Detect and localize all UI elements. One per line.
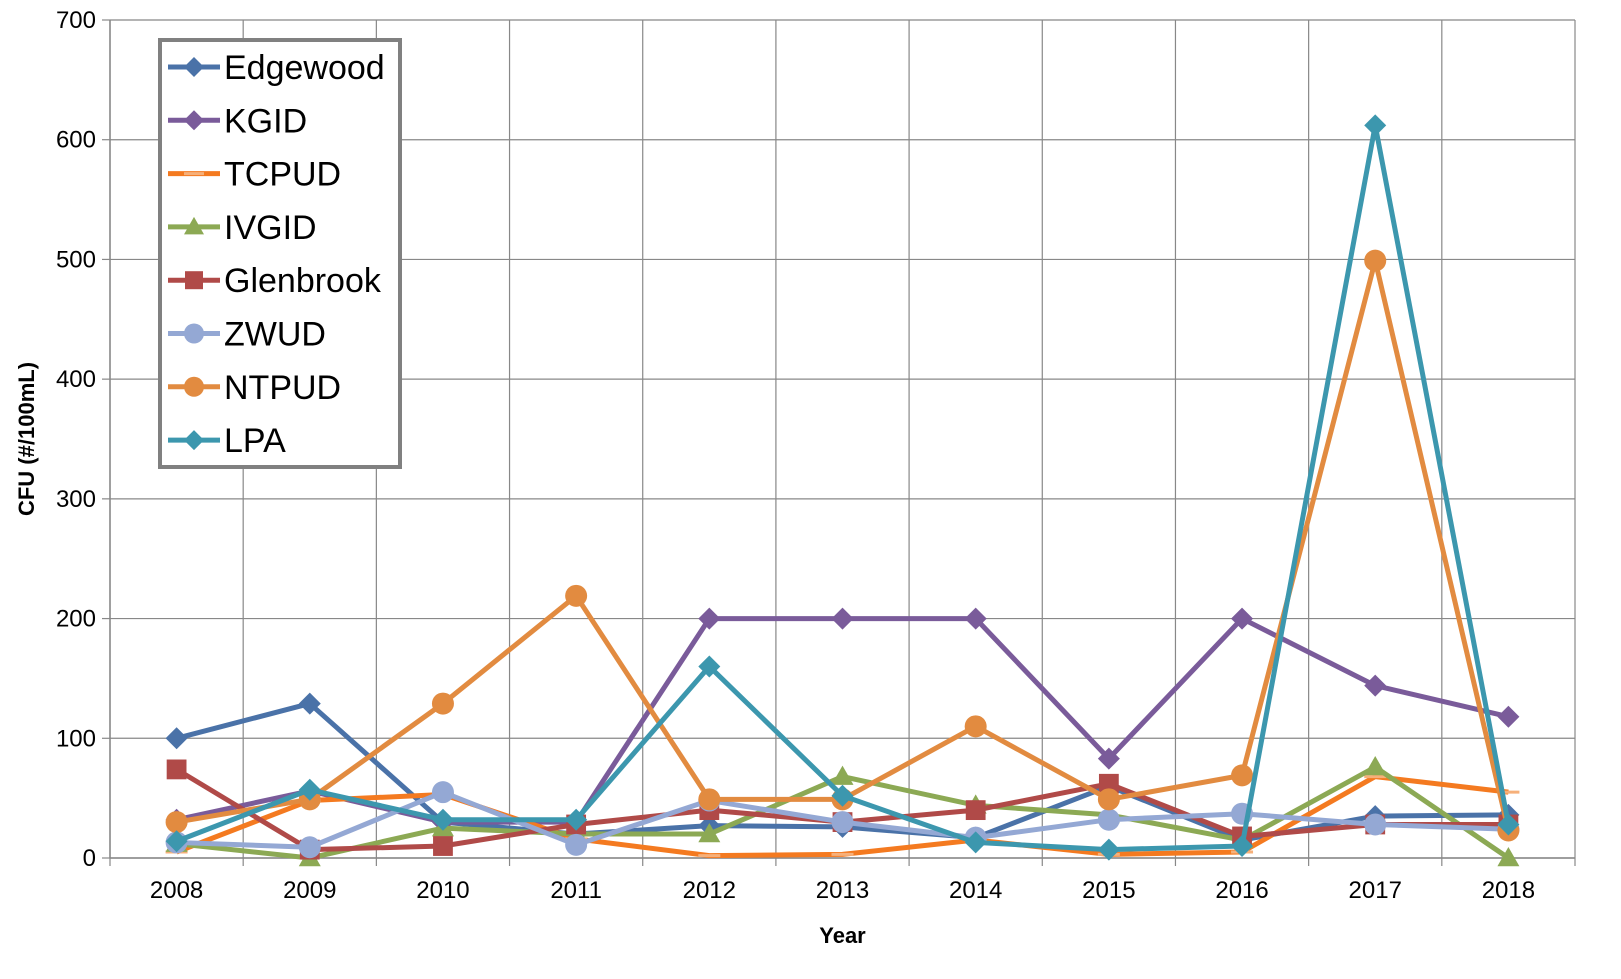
x-tick-label: 2015: [1082, 877, 1135, 904]
data-point-lpa: [1231, 835, 1254, 858]
x-tick-label: 2010: [416, 877, 469, 904]
legend-item-zwud: ZWUD: [168, 316, 326, 354]
data-point-zwud: [831, 811, 854, 834]
legend: Edgewood KGID TCPUD IVGID Glenbrook ZWUD NTPUD…: [158, 38, 402, 469]
data-point-zwud: [1097, 808, 1120, 831]
data-point-glenbrook: [166, 759, 187, 780]
legend-label: LPA: [224, 422, 286, 460]
series-layer: [165, 114, 1520, 867]
x-axis-title: Year: [819, 923, 866, 948]
data-point-edgewood: [165, 727, 188, 750]
x-tick-label: 2008: [150, 877, 203, 904]
x-tick-label: 2016: [1215, 877, 1268, 904]
data-point-kgid: [831, 607, 854, 630]
legend-marker: [184, 430, 204, 451]
legend-marker: [184, 110, 204, 131]
data-point-ntpud: [1231, 764, 1254, 787]
data-point-lpa: [431, 808, 454, 831]
legend-label: Edgewood: [224, 49, 385, 87]
data-point-kgid: [964, 607, 987, 630]
data-point-ntpud: [431, 692, 454, 715]
legend-box: [158, 38, 402, 469]
legend-label: ZWUD: [224, 316, 326, 354]
legend-label: Glenbrook: [224, 262, 382, 300]
data-point-ntpud: [165, 811, 188, 834]
tick-labels: 0 100 200 300 400 500 600 700 2008 2009 2010 2011 20…: [56, 7, 1535, 904]
legend-item-ivgid: IVGID: [168, 209, 317, 247]
y-tick-label: 300: [56, 486, 96, 513]
data-point-lpa: [298, 778, 321, 801]
data-point-ivgid: [1497, 847, 1520, 867]
legend-marker: [184, 57, 204, 77]
y-tick-label: 200: [56, 606, 96, 633]
x-tick-label: 2009: [283, 877, 336, 904]
y-tick-label: 700: [56, 7, 96, 34]
data-point-ntpud: [1364, 249, 1387, 272]
y-tick-label: 100: [56, 725, 96, 752]
data-point-kgid: [1231, 607, 1254, 630]
data-point-kgid: [1097, 747, 1120, 770]
data-point-ivgid: [1364, 756, 1387, 776]
data-point-edgewood: [298, 692, 321, 715]
data-point-glenbrook: [1098, 773, 1119, 794]
data-point-ivgid: [698, 823, 721, 843]
data-point-kgid: [1497, 705, 1520, 728]
x-tick-label: 2011: [550, 877, 602, 904]
y-tick-label: 500: [56, 246, 96, 273]
data-point-lpa: [165, 830, 188, 853]
x-tick-label: 2012: [683, 877, 736, 904]
data-point-zwud: [431, 781, 454, 804]
y-tick-label: 400: [56, 366, 96, 393]
legend-label: NTPUD: [224, 369, 341, 407]
legend-item-ntpud: NTPUD: [168, 369, 341, 407]
data-point-lpa: [1497, 813, 1520, 836]
data-point-lpa: [1364, 114, 1387, 137]
legend-label: TCPUD: [224, 156, 341, 194]
data-point-ntpud: [964, 715, 987, 738]
data-point-zwud: [298, 836, 321, 859]
x-tick-label: 2014: [949, 877, 1002, 904]
data-point-ivgid: [831, 765, 854, 785]
axes: [102, 19, 1576, 866]
data-point-glenbrook: [965, 800, 986, 821]
x-tick-label: 2013: [816, 877, 869, 904]
data-point-kgid: [1364, 674, 1387, 697]
legend-item-glenbrook: Glenbrook: [168, 262, 382, 300]
x-tick-label: 2017: [1349, 877, 1402, 904]
series-lpa: [165, 114, 1520, 861]
data-point-ntpud: [565, 584, 588, 607]
legend-item-tcpud: TCPUD: [168, 156, 341, 194]
data-point-ntpud: [1097, 788, 1120, 811]
data-point-lpa: [831, 784, 854, 807]
legend-label: IVGID: [224, 209, 317, 247]
legend-item-edgewood: Edgewood: [168, 49, 385, 87]
data-point-lpa: [964, 831, 987, 854]
data-point-glenbrook: [433, 836, 453, 856]
y-axis-title: CFU (#/100mL): [14, 362, 39, 516]
x-tick-label: 2018: [1482, 877, 1535, 904]
legend-item-lpa: LPA: [168, 422, 286, 460]
data-point-lpa: [1097, 838, 1120, 861]
legend-marker: [184, 216, 204, 235]
data-point-ntpud: [698, 788, 721, 811]
legend-marker: [184, 323, 204, 344]
legend-item-kgid: KGID: [168, 102, 307, 140]
data-point-lpa: [565, 808, 588, 831]
y-tick-label: 600: [56, 127, 96, 154]
data-point-zwud: [1364, 813, 1387, 836]
data-point-zwud: [565, 833, 588, 856]
y-tick-label: 0: [83, 845, 96, 872]
data-point-kgid: [698, 607, 721, 630]
legend-marker: [185, 271, 203, 290]
legend-marker: [184, 376, 204, 397]
legend-label: KGID: [224, 102, 307, 140]
data-point-lpa: [698, 655, 721, 678]
